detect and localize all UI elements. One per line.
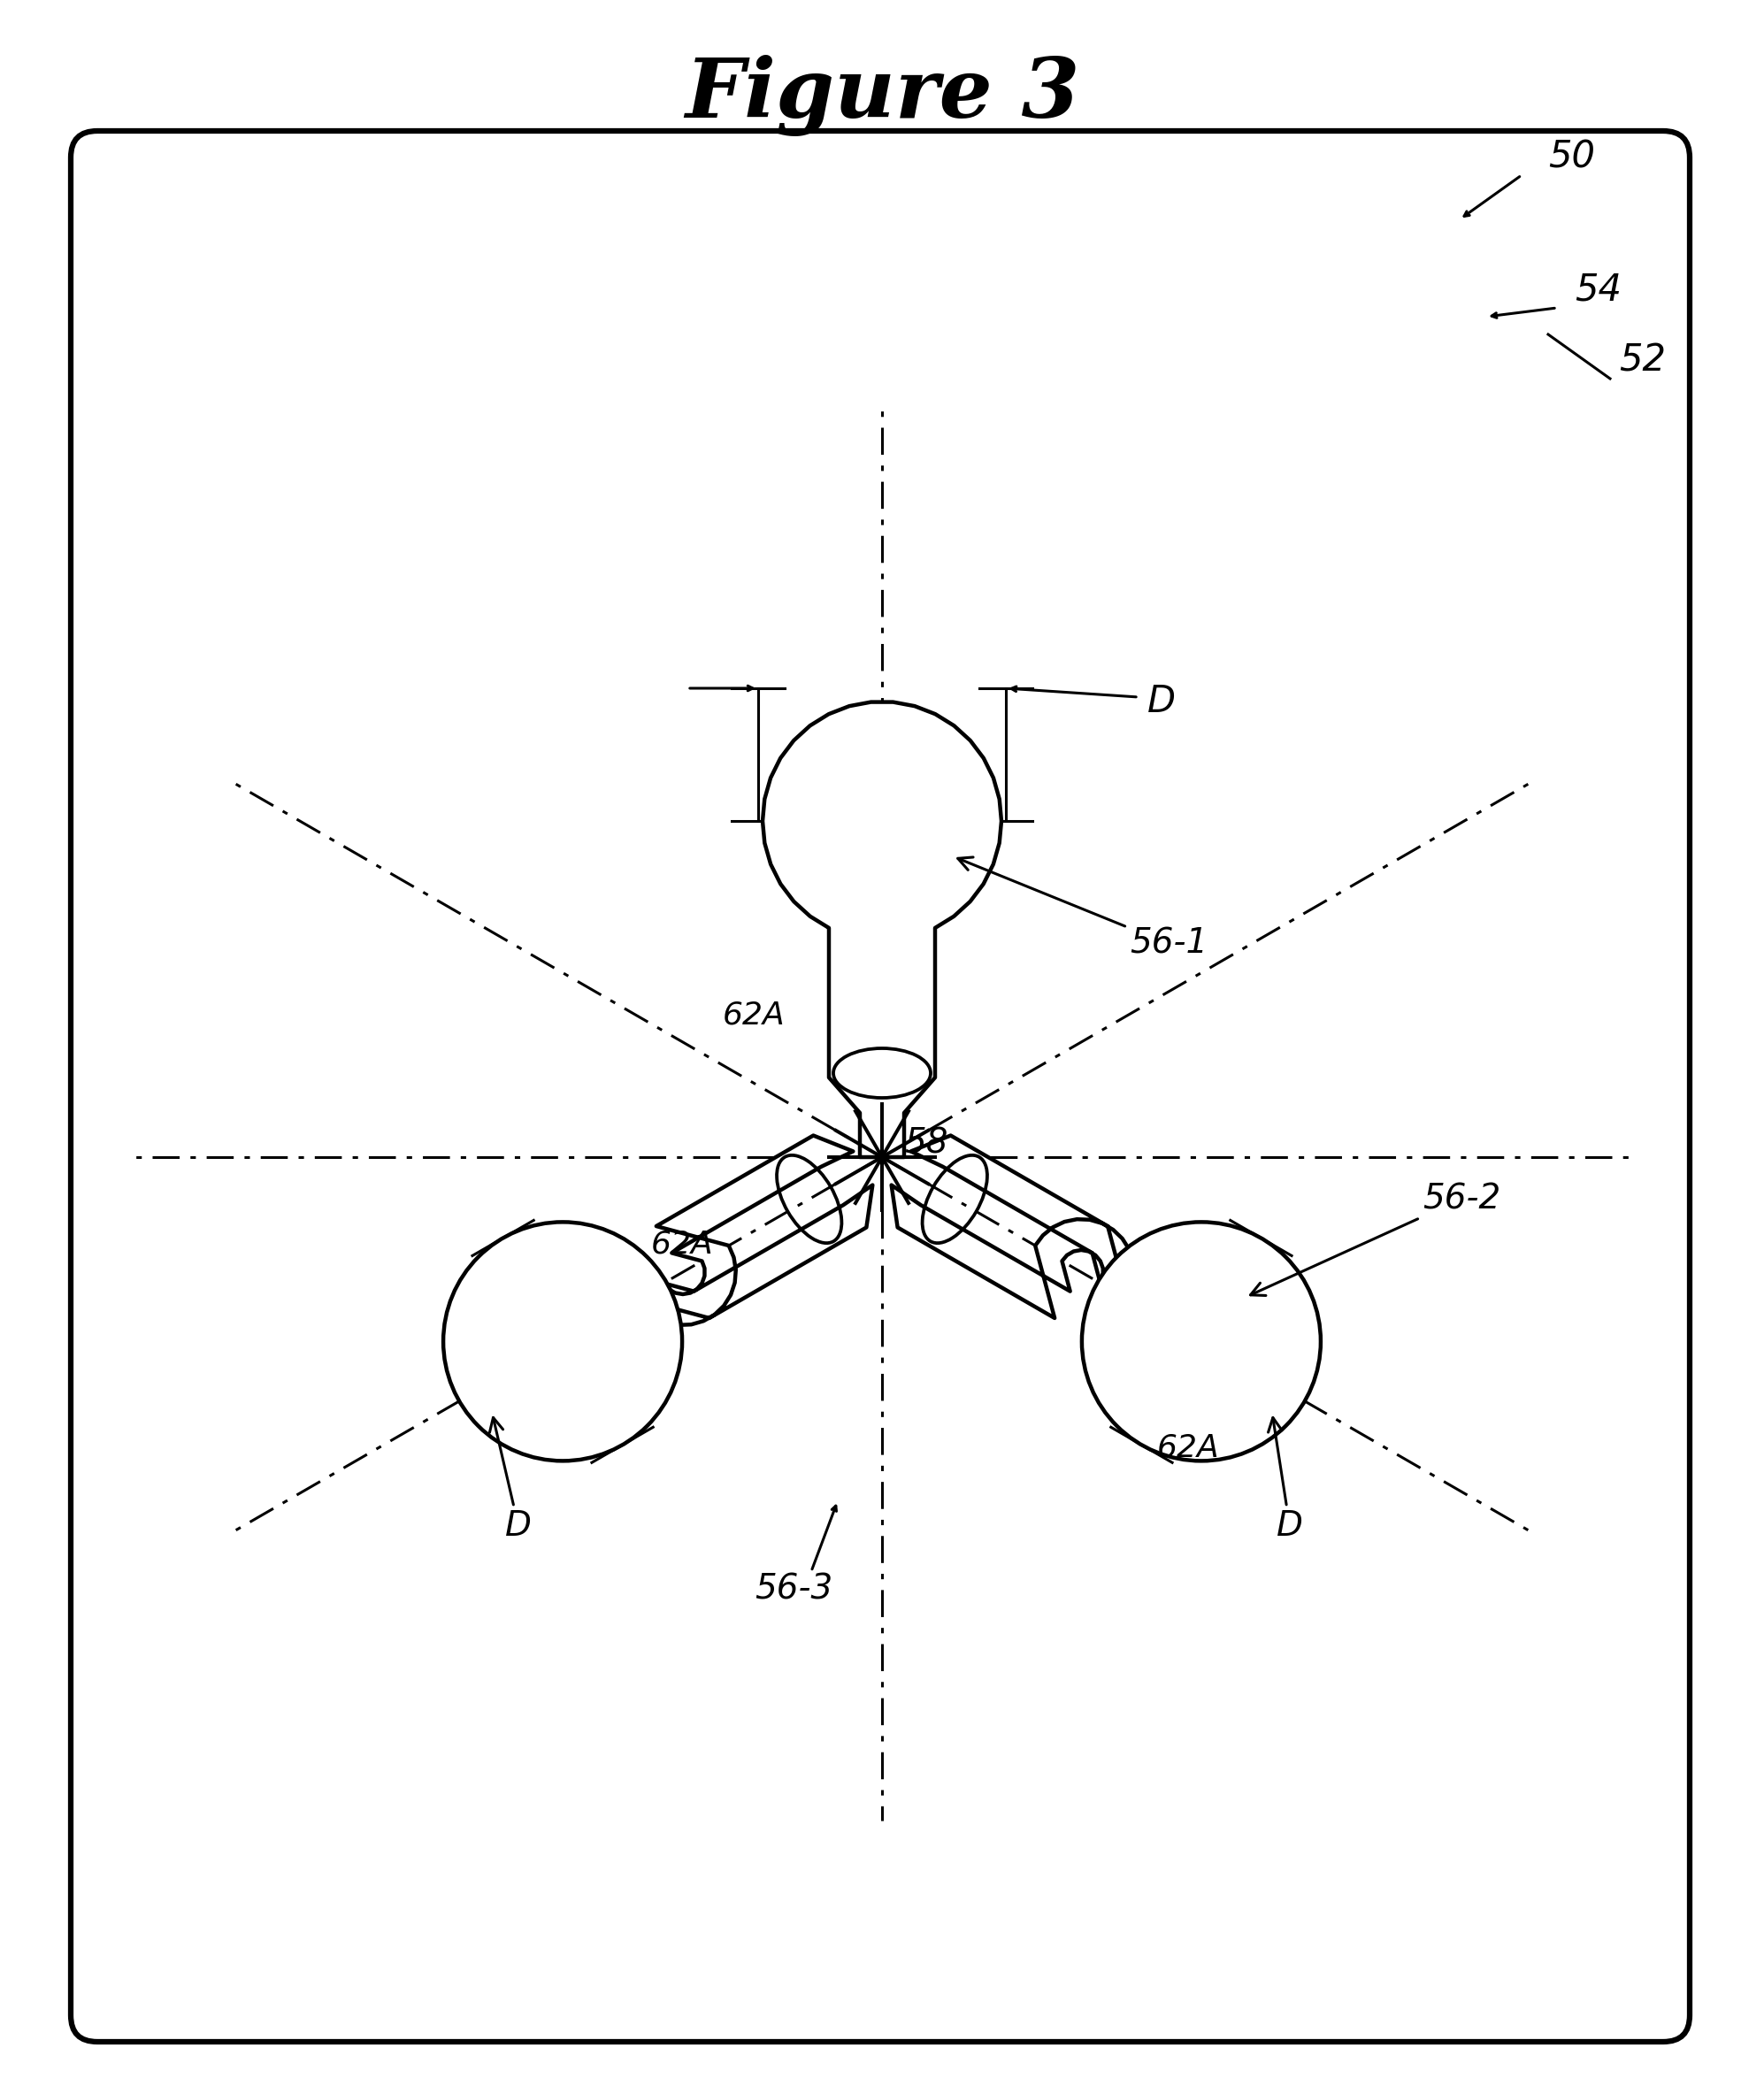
Text: Figure 3: Figure 3: [684, 54, 1080, 136]
Text: D: D: [1268, 1418, 1304, 1544]
Text: D: D: [490, 1418, 531, 1544]
Text: 62A: 62A: [651, 1229, 714, 1260]
Text: 56-3: 56-3: [755, 1573, 833, 1606]
Text: D: D: [1147, 682, 1175, 720]
Text: 62A: 62A: [721, 1001, 785, 1030]
Text: 56-2: 56-2: [1251, 1183, 1501, 1295]
Text: 50: 50: [1549, 140, 1595, 175]
Text: 58: 58: [905, 1126, 947, 1160]
Text: 56-1: 56-1: [958, 857, 1208, 962]
Circle shape: [1081, 1222, 1321, 1460]
Polygon shape: [637, 1135, 873, 1325]
Circle shape: [443, 1222, 683, 1460]
Text: 62A: 62A: [1157, 1433, 1219, 1462]
Text: 54: 54: [1575, 271, 1621, 309]
Polygon shape: [762, 703, 1002, 1158]
Polygon shape: [891, 1135, 1134, 1318]
Text: 52: 52: [1619, 342, 1665, 380]
